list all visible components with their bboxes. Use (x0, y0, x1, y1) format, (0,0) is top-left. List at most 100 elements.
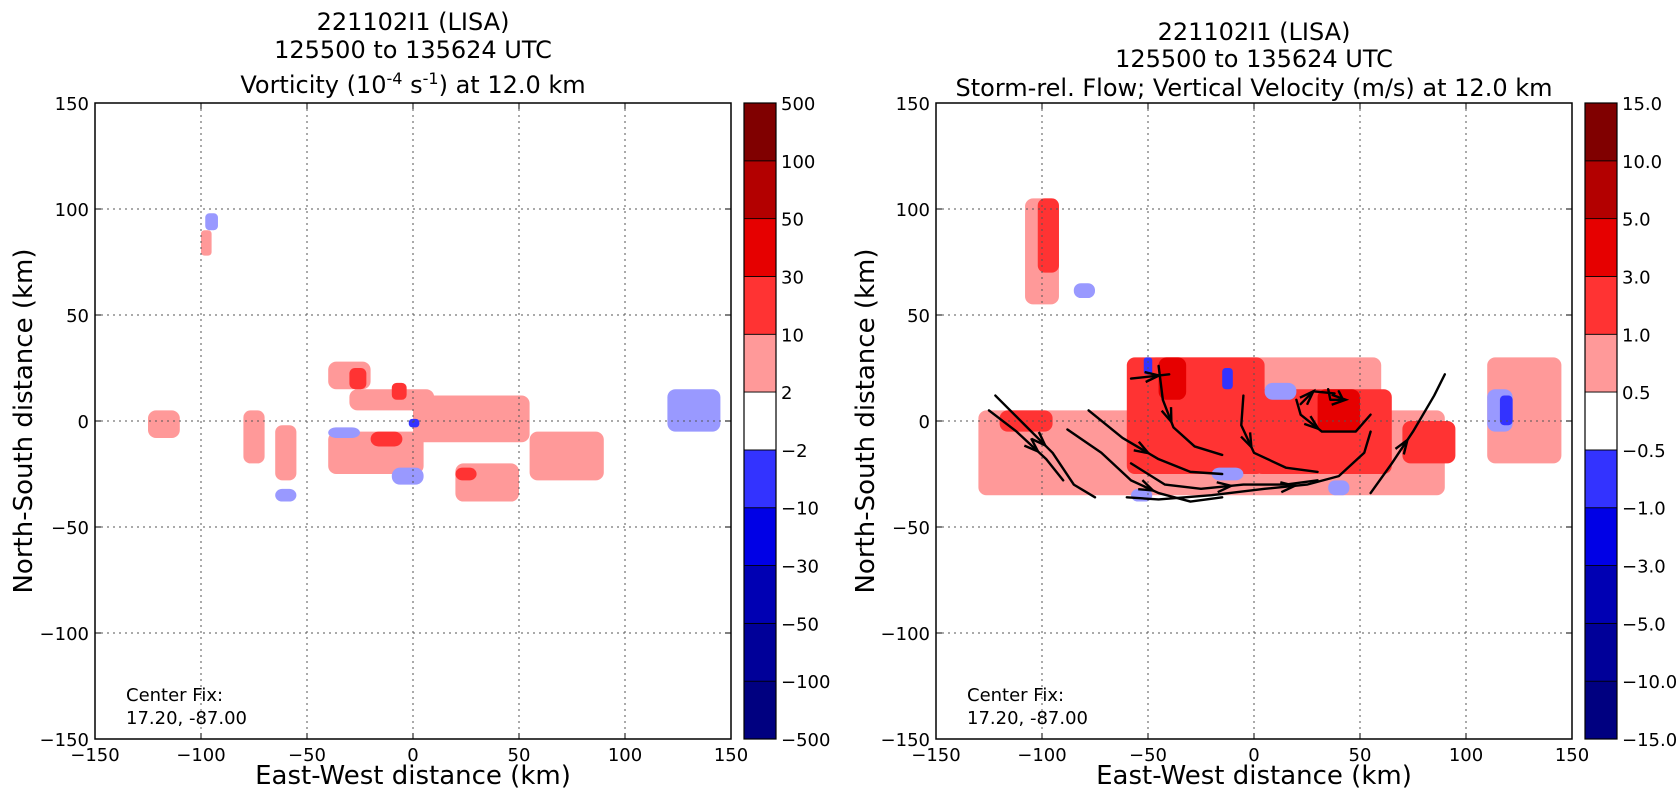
field-patch-12 (455, 467, 477, 481)
field-patch-10 (349, 368, 367, 390)
colorbar-tick-label: −3.0 (1622, 557, 1666, 578)
colorbar-tick-label: 5.0 (1622, 210, 1651, 231)
x-tick-label: −150 (70, 745, 119, 766)
y-tick-label: −50 (51, 518, 89, 539)
colorbar-tick-label: −2 (781, 441, 808, 462)
field-patch-5 (243, 410, 265, 464)
axis-ticks: −150 −100 −50 0 50 100 150 −150 −100 −50 0 50 100 150 (40, 94, 749, 766)
colorbar-tick-label: 500 (781, 94, 815, 115)
colorbar-swatch-0 (1584, 680, 1618, 740)
streamline-arrow-5 (1216, 481, 1235, 494)
colorbar-tick-label: 0.5 (1622, 383, 1651, 404)
colorbar-swatch-1 (1584, 622, 1618, 682)
field-patch-6 (1402, 421, 1456, 464)
x-axis-label: East-West distance (km) (1096, 761, 1412, 791)
colorbar-swatch-9 (1584, 160, 1618, 220)
streamline-9 (1295, 398, 1372, 433)
x-tick-label: −150 (911, 745, 960, 766)
chart-title-line-2: 125500 to 135624 UTC (274, 36, 552, 64)
colorbar: −15.0 −10.0 −5.0 −3.0 −1.0 −0.5 0.5 1.0 3.0 5.0 10… (1584, 94, 1677, 751)
colorbar-tick-label: −50 (781, 614, 819, 635)
title-var-post: ) at 12.0 km (439, 71, 586, 99)
colorbar-tick-label: −10.0 (1622, 672, 1677, 693)
colorbar: −500 −100 −50 −30 −10 −2 2 10 30 50 100 500 (743, 94, 830, 751)
streamline-0 (994, 394, 1097, 499)
title-var-pre: Vorticity (10 (240, 71, 386, 99)
x-axis-label: East-West distance (km) (255, 761, 571, 791)
title-var-mid: s (402, 71, 422, 99)
field-patch-8 (1037, 198, 1059, 273)
chart-title-line-1: 221102I1 (LISA) (1158, 18, 1351, 46)
colorbar-tick-label: −100 (781, 672, 830, 693)
field-patch-18 (1499, 395, 1513, 426)
x-tick-label: 50 (1349, 745, 1372, 766)
vorticity-field (148, 213, 721, 502)
colorbar-swatch-1 (743, 622, 777, 682)
streamline-arrow-1 (1023, 437, 1041, 454)
field-patch-14 (391, 467, 424, 485)
x-tick-label: 0 (1248, 745, 1259, 766)
field-patch-4 (275, 425, 297, 481)
chart-title-line-3: Storm-rel. Flow; Vertical Velocity (m/s)… (956, 74, 1553, 102)
field-patch-18 (275, 488, 297, 502)
y-tick-label: 150 (55, 94, 89, 115)
field-patch-15 (328, 427, 360, 438)
field-patch-19 (408, 418, 420, 428)
colorbar-swatch-10 (1584, 102, 1618, 162)
chart-title-line-1: 221102I1 (LISA) (317, 8, 510, 36)
y-tick-label: 0 (78, 412, 89, 433)
y-tick-label: 100 (55, 200, 89, 221)
streamline-arrow-9 (1303, 415, 1322, 431)
colorbar-zero-band (743, 391, 777, 451)
field-patch-8 (148, 410, 180, 438)
grid-lines (936, 103, 1572, 739)
streamline-4 (1157, 364, 1224, 457)
streamline-1 (987, 409, 1065, 482)
chart-title-line-3: Vorticity (10-4 s-1) at 12.0 km (240, 69, 585, 99)
field-patch-2 (529, 431, 604, 481)
streamline-2 (1066, 428, 1224, 503)
streamline-10 (1327, 388, 1345, 401)
x-tick-label: 150 (1555, 745, 1589, 766)
field-patch-1 (413, 395, 530, 443)
streamline-6 (1240, 394, 1319, 474)
colorbar-swatch-9 (743, 160, 777, 220)
colorbar-swatch-3 (1584, 507, 1618, 566)
colorbar-tick-label: −1.0 (1622, 499, 1666, 520)
y-tick-label: 50 (907, 306, 930, 327)
field-patch-16 (1328, 480, 1350, 496)
title-var-sup2: -1 (423, 69, 439, 88)
x-tick-label: 0 (407, 745, 418, 766)
streamline-arrow-4 (1160, 407, 1173, 426)
y-tick-label: −50 (892, 518, 930, 539)
streamline-arrow-12 (1394, 437, 1410, 455)
y-tick-label: 100 (896, 200, 930, 221)
colorbar-tick-label: −5.0 (1622, 614, 1666, 635)
axis-ticks: −150 −100 −50 0 50 100 150 −150 −100 −50 0 50 100 150 (881, 94, 1590, 766)
colorbar-swatch-10 (743, 102, 777, 162)
colorbar-tick-label: 100 (781, 152, 815, 173)
y-tick-label: 150 (896, 94, 930, 115)
streamline-arrow-6 (1240, 432, 1253, 451)
colorbar-swatch-4 (743, 449, 777, 509)
field-patch-13 (1264, 382, 1297, 400)
streamline-8 (1129, 373, 1171, 380)
x-tick-label: −50 (288, 745, 326, 766)
colorbar-swatch-2 (743, 565, 777, 624)
colorbar-swatch-2 (1584, 565, 1618, 624)
x-tick-label: 150 (714, 745, 748, 766)
streamline-arrow-2 (1138, 479, 1157, 492)
streamline-arrow-0 (1031, 431, 1048, 448)
grid-lines (95, 103, 731, 739)
colorbar-tick-label: 1.0 (1622, 325, 1651, 346)
streamline-7 (1125, 430, 1372, 501)
streamline-arrow-7 (1280, 481, 1299, 494)
x-tick-label: 100 (1449, 745, 1483, 766)
field-patch-15 (1073, 283, 1095, 299)
field-patch-11 (1211, 467, 1244, 481)
field-patch-4 (1126, 357, 1265, 474)
x-tick-label: 100 (608, 745, 642, 766)
streamline-3 (1087, 409, 1224, 476)
field-patch-9 (1158, 357, 1187, 400)
